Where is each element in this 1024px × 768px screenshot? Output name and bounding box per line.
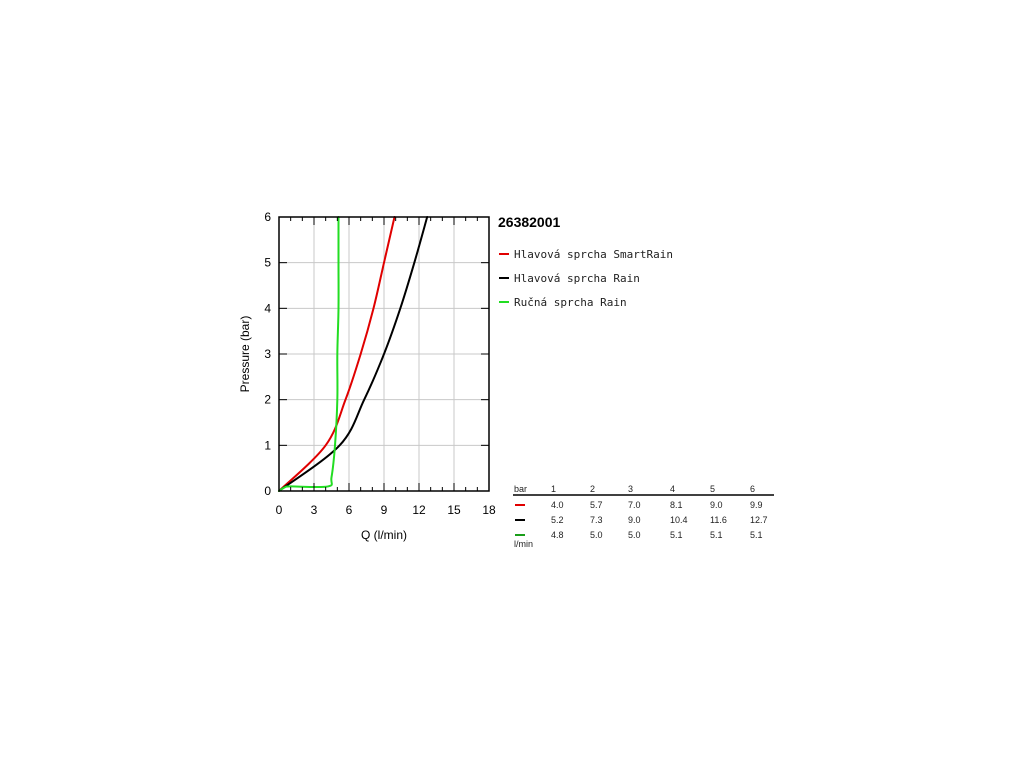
y-tick-label: 1 (264, 438, 271, 452)
table-column-header: 6 (750, 484, 755, 494)
legend-label-1: Hlavová sprcha SmartRain (514, 248, 673, 261)
table-cell: 7.0 (628, 500, 641, 510)
y-tick-label: 6 (264, 210, 271, 224)
data-table: bar 1 2 3 4 5 6 4.0 5.7 7.0 8.1 9.0 9.9 5.2 7.3 9.0 10.4… (513, 484, 774, 549)
ticks (278, 216, 490, 492)
y-tick-label: 2 (264, 393, 271, 407)
chart-title: 26382001 (498, 214, 561, 230)
series-line-1 (278, 216, 396, 492)
table-cell: 9.9 (750, 500, 763, 510)
table-cell: 5.1 (670, 530, 683, 540)
y-tick-label: 5 (264, 256, 271, 270)
table-cell: 5.0 (590, 530, 603, 540)
table-cell: 9.0 (710, 500, 723, 510)
legend-label-2: Hlavová sprcha Rain (514, 272, 640, 285)
table-cell: 5.1 (750, 530, 763, 540)
table-cell: 12.7 (750, 515, 768, 525)
x-axis-label: Q (l/min) (361, 528, 407, 542)
x-tick-label: 3 (311, 503, 318, 517)
series-line-2 (278, 216, 429, 492)
legend: Hlavová sprcha SmartRain Hlavová sprcha R… (499, 248, 673, 309)
table-cell: 5.1 (710, 530, 723, 540)
table-cell: 5.0 (628, 530, 641, 540)
x-tick-label: 12 (412, 503, 426, 517)
series-layer (278, 216, 429, 492)
table-header-label: bar (514, 484, 527, 494)
table-cell: 4.0 (551, 500, 564, 510)
table-column-header: 1 (551, 484, 556, 494)
y-axis-label: Pressure (bar) (238, 316, 252, 393)
y-tick-label: 3 (264, 347, 271, 361)
table-cell: 7.3 (590, 515, 603, 525)
table-cell: 4.8 (551, 530, 564, 540)
table-column-header: 4 (670, 484, 675, 494)
x-tick-label: 0 (276, 503, 283, 517)
table-unit-label: l/min (514, 539, 533, 549)
x-tick-label: 9 (381, 503, 388, 517)
table-column-header: 3 (628, 484, 633, 494)
x-tick-label: 15 (447, 503, 461, 517)
table-cell: 9.0 (628, 515, 641, 525)
table-column-header: 2 (590, 484, 595, 494)
series-line-3 (278, 216, 340, 492)
x-tick-label: 18 (482, 503, 496, 517)
table-cell: 5.2 (551, 515, 564, 525)
table-column-header: 5 (710, 484, 715, 494)
table-cell: 11.6 (710, 515, 727, 525)
legend-label-3: Ručná sprcha Rain (514, 296, 627, 309)
y-tick-label: 0 (264, 484, 271, 498)
table-cell: 10.4 (670, 515, 688, 525)
table-cell: 8.1 (670, 500, 683, 510)
x-tick-label: 6 (346, 503, 353, 517)
table-cell: 5.7 (590, 500, 603, 510)
y-tick-label: 4 (264, 301, 271, 315)
